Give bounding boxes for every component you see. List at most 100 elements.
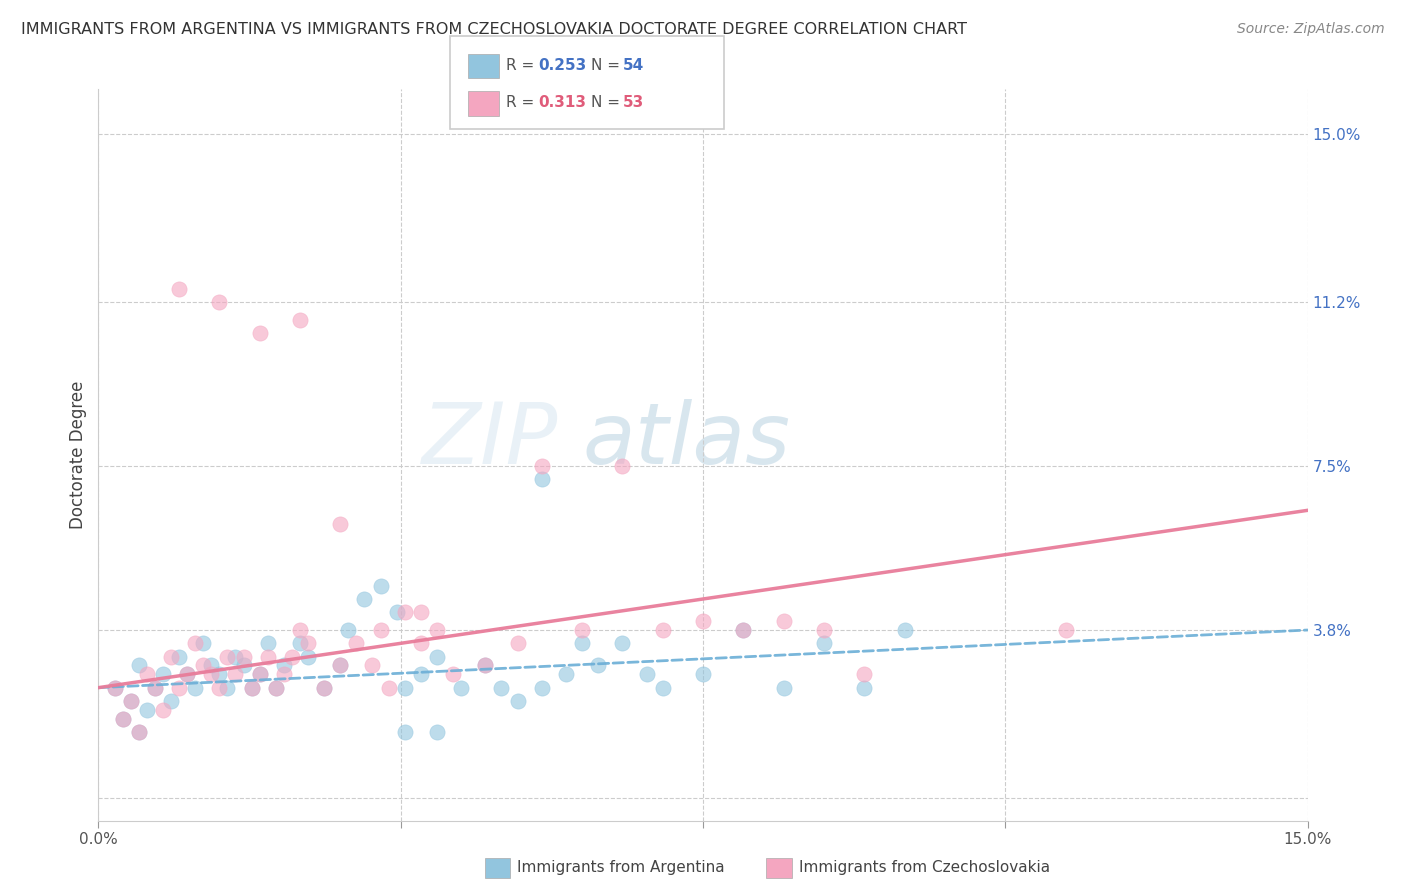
Point xyxy=(409,636,432,650)
Point xyxy=(167,681,190,695)
Point xyxy=(612,636,634,650)
Text: Source: ZipAtlas.com: Source: ZipAtlas.com xyxy=(1237,22,1385,37)
Point xyxy=(176,667,198,681)
Text: N =: N = xyxy=(591,58,620,72)
Point xyxy=(530,472,553,486)
Text: 0.313: 0.313 xyxy=(538,95,586,110)
Point xyxy=(128,725,150,739)
Point xyxy=(288,636,311,650)
Point xyxy=(571,636,593,650)
Point xyxy=(344,636,367,650)
Point xyxy=(184,681,207,695)
Point xyxy=(128,725,150,739)
Point xyxy=(772,681,794,695)
Point xyxy=(208,295,231,310)
Point xyxy=(733,623,755,637)
Point xyxy=(813,636,835,650)
Point xyxy=(143,681,166,695)
Text: atlas: atlas xyxy=(582,399,790,482)
Y-axis label: Doctorate Degree: Doctorate Degree xyxy=(69,381,87,529)
Point xyxy=(450,681,472,695)
Point xyxy=(103,681,125,695)
Point xyxy=(208,667,231,681)
Point xyxy=(264,681,287,695)
Point xyxy=(193,658,215,673)
Point xyxy=(184,636,207,650)
Point xyxy=(273,658,295,673)
Point xyxy=(200,667,222,681)
Point xyxy=(329,658,352,673)
Point xyxy=(491,681,513,695)
Point xyxy=(692,614,714,628)
Point xyxy=(651,623,673,637)
Point xyxy=(1054,623,1077,637)
Point xyxy=(160,649,183,664)
Point xyxy=(394,681,416,695)
Point xyxy=(224,667,246,681)
Point xyxy=(853,667,876,681)
Point xyxy=(441,667,464,681)
Point xyxy=(128,658,150,673)
Point xyxy=(143,681,166,695)
Point xyxy=(813,623,835,637)
Point xyxy=(152,703,174,717)
Text: 54: 54 xyxy=(623,58,644,72)
Point xyxy=(555,667,578,681)
Point xyxy=(232,658,254,673)
Point xyxy=(337,623,360,637)
Point xyxy=(111,712,134,726)
Point xyxy=(224,649,246,664)
Point xyxy=(281,649,304,664)
Point xyxy=(193,636,215,650)
Point xyxy=(314,681,336,695)
Point xyxy=(249,667,271,681)
Point xyxy=(120,694,142,708)
Point xyxy=(120,694,142,708)
Point xyxy=(409,605,432,619)
Point xyxy=(361,658,384,673)
Point xyxy=(853,681,876,695)
Text: 0.253: 0.253 xyxy=(538,58,586,72)
Point xyxy=(586,658,609,673)
Point xyxy=(256,649,278,664)
Point xyxy=(692,667,714,681)
Text: R =: R = xyxy=(506,58,534,72)
Point xyxy=(651,681,673,695)
Point xyxy=(506,636,529,650)
Point xyxy=(385,605,408,619)
Point xyxy=(103,681,125,695)
Point xyxy=(612,458,634,473)
Text: IMMIGRANTS FROM ARGENTINA VS IMMIGRANTS FROM CZECHOSLOVAKIA DOCTORATE DEGREE COR: IMMIGRANTS FROM ARGENTINA VS IMMIGRANTS … xyxy=(21,22,967,37)
Point xyxy=(264,681,287,695)
Point xyxy=(217,649,239,664)
Point xyxy=(377,681,399,695)
Point xyxy=(208,681,231,695)
Point xyxy=(167,282,190,296)
Point xyxy=(297,636,319,650)
Point xyxy=(232,649,254,664)
Point xyxy=(394,605,416,619)
Point xyxy=(135,667,157,681)
Point xyxy=(240,681,263,695)
Point xyxy=(426,649,449,664)
Point xyxy=(135,703,157,717)
Point xyxy=(217,681,239,695)
Point xyxy=(426,623,449,637)
Point xyxy=(273,667,295,681)
Point xyxy=(176,667,198,681)
Point xyxy=(733,623,755,637)
Text: 53: 53 xyxy=(623,95,644,110)
Point xyxy=(111,712,134,726)
Point xyxy=(353,592,375,607)
Point xyxy=(288,623,311,637)
Point xyxy=(329,516,352,531)
Point xyxy=(370,623,392,637)
Point xyxy=(474,658,496,673)
Point xyxy=(249,326,271,340)
Point xyxy=(506,694,529,708)
Text: N =: N = xyxy=(591,95,620,110)
Point xyxy=(288,312,311,326)
Point xyxy=(329,658,352,673)
Point xyxy=(314,681,336,695)
Point xyxy=(772,614,794,628)
